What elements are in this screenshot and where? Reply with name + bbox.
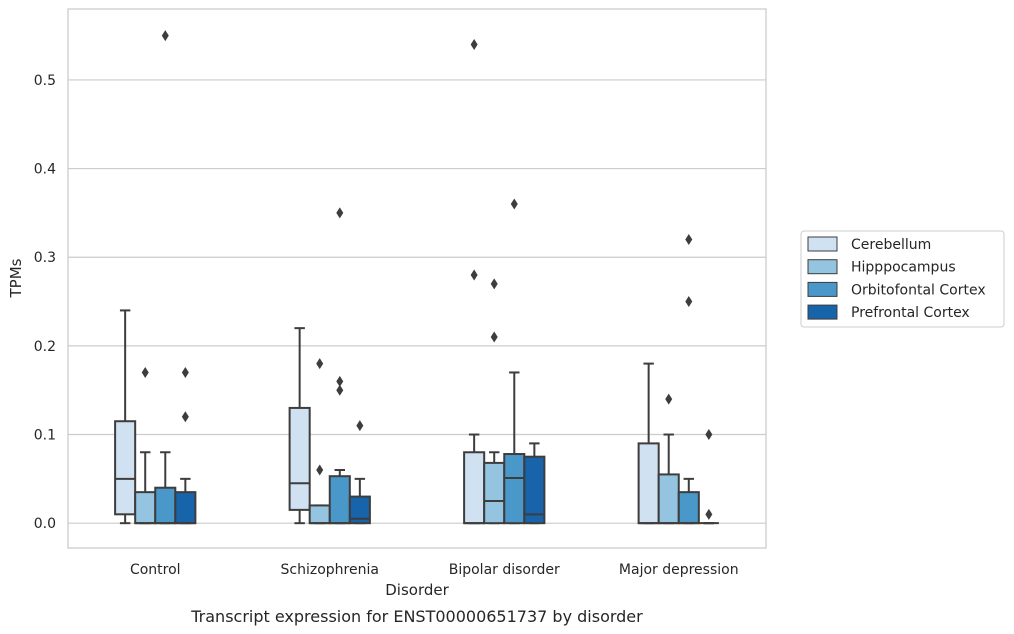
legend-label: Cerebellum [851, 237, 931, 253]
outlier-marker [161, 30, 169, 42]
y-axis-title: TPMs [7, 258, 25, 298]
box [523, 455, 546, 525]
box-group [657, 393, 680, 525]
legend-label: Hipppocampus [851, 260, 956, 276]
x-tick-label: Major depression [619, 562, 739, 578]
y-tick-label: 0.2 [34, 339, 56, 355]
box [328, 475, 351, 525]
box [134, 491, 157, 525]
y-tick-label: 0.5 [34, 73, 56, 89]
plot-frame [67, 8, 767, 549]
box [657, 473, 680, 525]
x-tick-label: Control [130, 562, 181, 578]
legend-label: Prefrontal Cortex [851, 305, 970, 321]
legend-swatch [807, 236, 838, 252]
box-group [288, 327, 311, 525]
outlier-marker [356, 420, 364, 432]
outlier-marker [336, 384, 344, 396]
outlier-marker [705, 508, 713, 520]
outlier-marker [336, 207, 344, 219]
box [677, 491, 700, 525]
plot-background [68, 9, 766, 548]
box-group [463, 38, 486, 525]
outlier-marker [685, 233, 693, 245]
outlier-marker [316, 358, 324, 370]
y-tick-label: 0.3 [34, 250, 56, 266]
box-group [174, 366, 197, 525]
outlier-marker [316, 464, 324, 476]
box [483, 461, 506, 525]
box [288, 406, 311, 511]
box [348, 495, 371, 525]
box [637, 442, 660, 525]
outlier-marker [470, 38, 478, 50]
box-group [328, 207, 351, 525]
outlier-marker [490, 278, 498, 290]
box-group [503, 198, 526, 525]
y-tick-label: 0.4 [34, 162, 56, 178]
y-tick-label: 0.1 [34, 428, 56, 444]
box [114, 420, 137, 516]
box [503, 453, 526, 525]
legend-label: Orbitofontal Cortex [851, 282, 986, 298]
outlier-marker [510, 198, 518, 210]
outlier-marker [685, 296, 693, 308]
legend-swatch [807, 304, 838, 320]
legend-swatch [807, 281, 838, 297]
y-tick-label: 0.0 [34, 516, 56, 532]
outlier-marker [665, 393, 673, 405]
outlier-marker [336, 375, 344, 387]
box-group [114, 309, 137, 525]
outlier-marker [181, 366, 189, 378]
box-group [637, 362, 660, 525]
box-series [114, 30, 719, 525]
outlier-marker [705, 429, 713, 441]
legend-frame [800, 230, 1005, 328]
box-group [523, 442, 546, 525]
outlier-marker [490, 331, 498, 343]
box-group [698, 429, 719, 525]
outlier-marker [470, 269, 478, 281]
x-tick-labels: Control Schizophrenia Bipolar disorder Majo… [130, 562, 739, 578]
chart-caption: Transcript expression for ENST0000065173… [190, 607, 643, 626]
outlier-marker [141, 366, 149, 378]
box-group [677, 233, 700, 525]
legend-swatch [807, 259, 838, 275]
x-tick-label: Bipolar disorder [449, 562, 560, 578]
box [154, 486, 177, 525]
legend: Cerebellum Hipppocampus Orbitofontal Corte… [800, 230, 1005, 328]
box-group [348, 420, 371, 525]
box [174, 491, 197, 525]
outlier-marker [181, 411, 189, 423]
box-group [483, 278, 506, 525]
box [463, 451, 486, 525]
x-axis-title: Disorder [385, 581, 449, 599]
box [308, 504, 331, 525]
y-tick-labels: 0.0 0.1 0.2 0.3 0.4 0.5 [34, 73, 56, 532]
x-tick-label: Schizophrenia [281, 562, 379, 578]
box-group [154, 30, 177, 525]
